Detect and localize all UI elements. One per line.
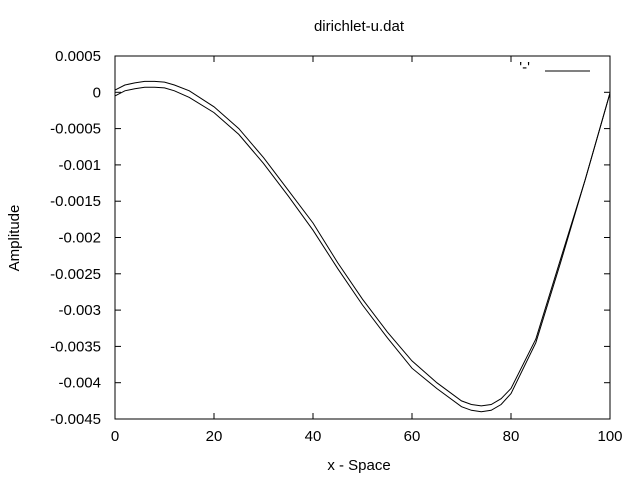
y-tick-label: -0.001 [58,157,101,174]
y-tick-label: -0.003 [58,302,101,319]
x-tick-label: 80 [503,428,520,445]
series-line-1 [114,80,611,407]
x-tick-label: 60 [404,428,421,445]
series-group [114,80,611,413]
y-tick-label: 0.0005 [55,48,101,65]
chart-title: dirichlet-u.dat [314,18,405,35]
legend: '-' [519,59,590,76]
x-tick-label: 40 [305,428,322,445]
x-tick-label: 20 [206,428,223,445]
x-tick-label: 100 [597,428,622,445]
y-tick-label: -0.0005 [50,121,101,138]
plot-frame [114,55,611,420]
y-tick-label: -0.002 [58,230,101,247]
axis-ticks: 0 20 40 60 80 100 0.0005 0 -0.0005 -0.001 -0.0015 -… [50,48,622,445]
legend-entry-label: '-' [519,59,530,76]
y-tick-label: -0.0025 [50,266,101,283]
y-tick-label: 0 [93,84,101,101]
y-tick-label: -0.0045 [50,411,101,428]
series-line-2 [114,86,611,413]
x-tick-label: 0 [111,428,119,445]
y-tick-label: -0.0015 [50,193,101,210]
y-tick-label: -0.0035 [50,338,101,355]
y-tick-label: -0.004 [58,375,101,392]
y-axis-label: Amplitude [6,205,23,272]
x-axis-label: x - Space [327,457,390,474]
